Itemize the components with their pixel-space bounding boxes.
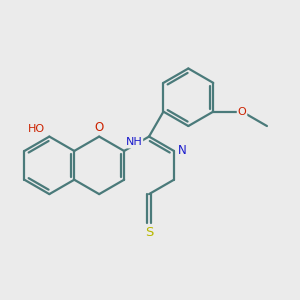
Text: O: O <box>238 106 246 117</box>
Text: NH: NH <box>125 137 142 148</box>
Text: O: O <box>94 121 104 134</box>
Text: S: S <box>145 226 153 239</box>
Text: N: N <box>177 145 186 158</box>
Text: HO: HO <box>28 124 45 134</box>
